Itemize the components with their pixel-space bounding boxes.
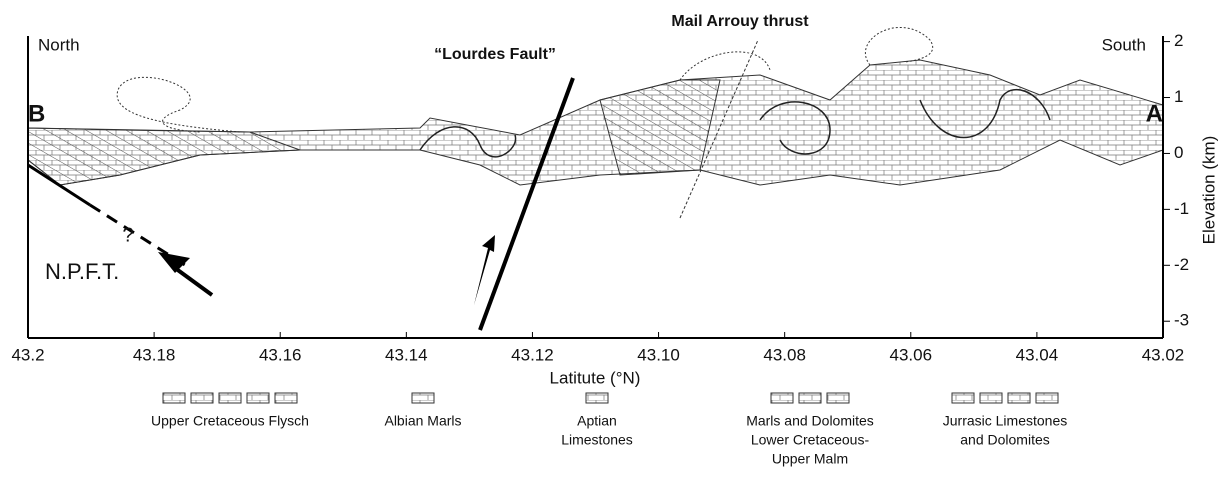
x-tick-label: 43.2 [11,345,44,364]
legend-label: Limestones [561,432,633,448]
label-b: B [28,100,45,127]
y-tick-label: -2 [1174,255,1189,274]
legend-swatch [827,393,849,403]
dipping-beds [600,80,720,175]
legend-swatch [412,393,434,403]
y-tick-label: -1 [1174,199,1189,218]
legend-swatch [163,393,185,403]
x-tick-label: 43.06 [890,345,933,364]
y-tick-label: -3 [1174,311,1189,330]
legend-label: Marls and Dolomites [746,413,874,429]
legend-label: Lower Cretaceous- [751,432,870,448]
npft-arrow-shaft [175,268,212,295]
x-tick-label: 43.02 [1142,345,1185,364]
fold-outline [865,27,932,65]
legend-swatch [586,393,608,403]
x-tick-label: 43.10 [637,345,680,364]
x-tick-label: 43.16 [259,345,302,364]
lourdes-fault [480,78,573,330]
label-question: ? [122,224,133,246]
legend-swatch [980,393,1002,403]
legend-swatch [191,393,213,403]
label-lourdes: “Lourdes Fault” [434,46,556,63]
legend-label: Upper Malm [772,451,848,467]
x-axis-label: Latitute (°N) [550,368,641,387]
legend-label: Upper Cretaceous Flysch [151,413,309,429]
geology [28,27,1163,330]
legend-swatch [799,393,821,403]
x-tick-label: 43.08 [763,345,806,364]
y-tick-label: 0 [1174,143,1183,162]
x-tick-label: 43.04 [1016,345,1059,364]
label-mail-arrouy: Mail Arrouy thrust [671,13,809,30]
strata [28,60,1163,185]
y-axis-label: Elevation (km) [1199,136,1218,245]
figure: North South B A “Lourdes Fault” Mail Arr… [0,0,1223,484]
legend: Upper Cretaceous Flysch Albian Marls Aptia… [151,393,1067,467]
x-tick-label: 43.18 [133,345,176,364]
y-tick-label: 2 [1174,31,1183,50]
label-a: A [1146,100,1163,127]
axes: Latitute (°N) Elevation (km) 43.2 43.18 43… [11,31,1218,387]
legend-label: and Dolomites [960,432,1050,448]
fold-outline [117,77,240,132]
label-north: North [38,35,80,54]
x-tick-label: 43.14 [385,345,428,364]
label-south: South [1102,35,1146,54]
legend-label: Albian Marls [384,413,461,429]
legend-swatch [219,393,241,403]
legend-swatch [1008,393,1030,403]
npft-arrow-head [158,252,190,273]
x-tick-label: 43.12 [511,345,554,364]
dipping-beds [28,128,300,185]
y-tick-label: 1 [1174,87,1183,106]
legend-swatch [952,393,974,403]
legend-swatch [1036,393,1058,403]
legend-swatch [247,393,269,403]
legend-swatch [771,393,793,403]
legend-label: Aptian [577,413,617,429]
label-npft: N.P.F.T. [45,259,119,284]
legend-swatch [275,393,297,403]
legend-label: Jurrasic Limestones [943,413,1068,429]
